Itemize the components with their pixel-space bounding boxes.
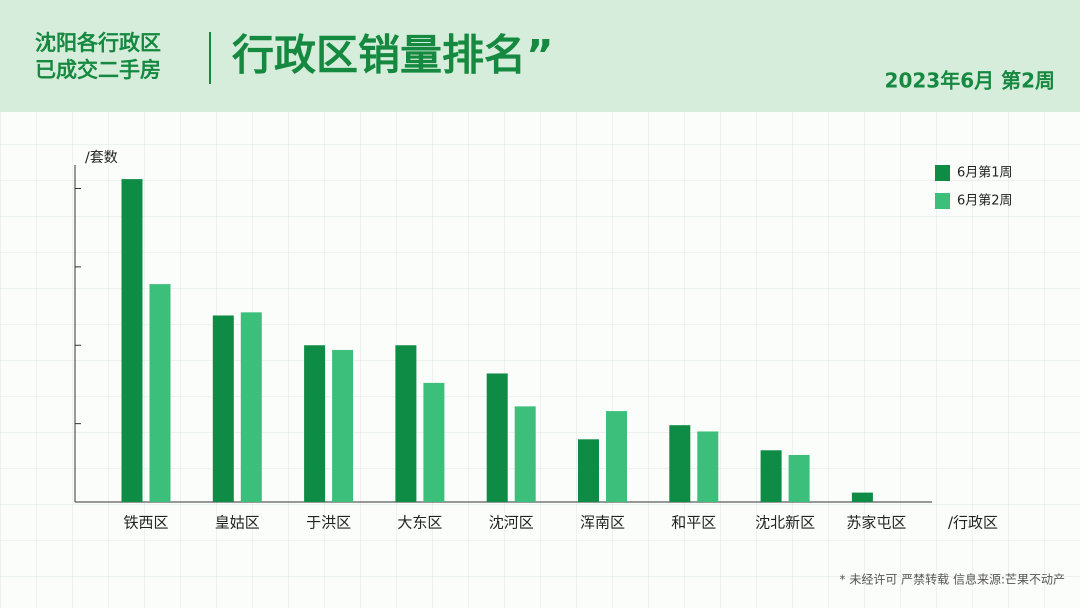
header-band (0, 0, 1080, 112)
footnote: * 未经许可 严禁转载 信息来源:芒果不动产 (840, 572, 1066, 587)
subtitle: 已成交二手房 (35, 58, 161, 82)
x-tick-label: 皇姑区 (215, 514, 260, 532)
y-axis-label: /套数 (85, 150, 118, 166)
x-tick-label: 和平区 (671, 514, 716, 532)
subtitle: 沈阳各行政区 (35, 31, 161, 55)
x-axis-label: /行政区 (948, 514, 998, 532)
bar (121, 179, 143, 502)
date: 2023年6月 第2周 (885, 69, 1055, 93)
x-tick-label: 大东区 (397, 514, 442, 532)
legend-swatch (935, 193, 950, 209)
x-tick-label: 沈北新区 (755, 514, 815, 532)
x-tick-label: 沈河区 (489, 514, 534, 532)
bar (304, 345, 326, 502)
bar (578, 439, 599, 502)
x-tick-label: 浑南区 (580, 514, 625, 532)
bar (760, 450, 782, 502)
bar (606, 411, 627, 502)
bar (240, 312, 262, 502)
x-tick-label: 苏家屯区 (846, 514, 906, 532)
bar (212, 315, 234, 502)
bar (669, 425, 691, 502)
x-tick-label: 于洪区 (306, 514, 351, 532)
x-tick-label: 铁西区 (123, 514, 168, 532)
bar (788, 454, 810, 502)
bar (332, 349, 354, 502)
bar (486, 373, 508, 502)
bar (851, 492, 873, 502)
bar (697, 431, 719, 502)
bar (395, 345, 417, 502)
legend-swatch (935, 165, 950, 181)
chart-title: 行政区销量排名” (232, 31, 554, 80)
bar (514, 406, 536, 502)
bar (423, 382, 445, 502)
legend-label: 6月第2周 (957, 194, 1013, 209)
bar (149, 284, 171, 502)
legend-label: 6月第1周 (957, 166, 1013, 181)
